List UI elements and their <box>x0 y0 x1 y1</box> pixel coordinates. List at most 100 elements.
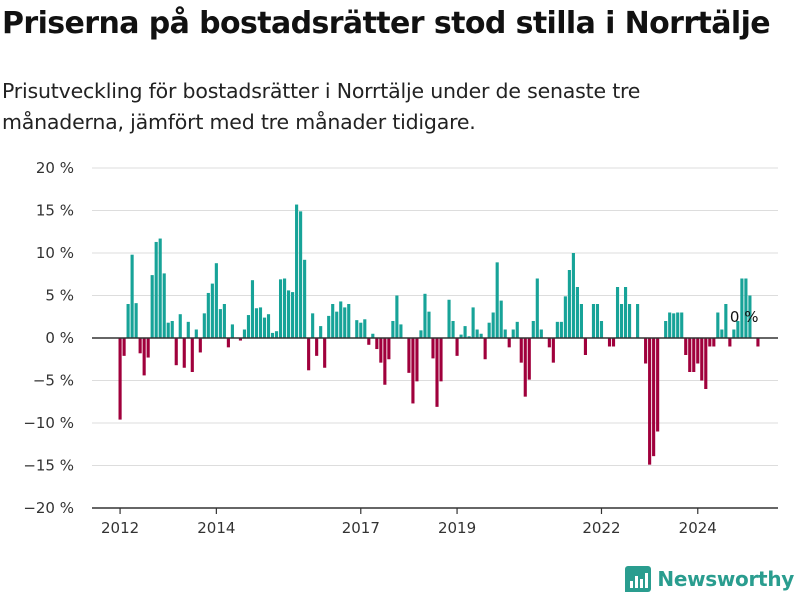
bar <box>491 312 495 338</box>
bar <box>383 338 387 385</box>
bar <box>226 338 230 348</box>
bar <box>599 321 604 338</box>
bar <box>628 304 632 338</box>
bar <box>459 334 463 338</box>
page-subtitle: Prisutveckling för bostadsrätter i Norrt… <box>2 79 641 134</box>
bar <box>684 338 688 355</box>
bar <box>371 333 375 338</box>
y-tick-label: −15 % <box>23 457 74 475</box>
bar <box>194 329 198 338</box>
y-tick-label: −20 % <box>23 499 74 517</box>
bar <box>467 336 471 338</box>
bar <box>704 338 708 389</box>
bar <box>672 313 676 338</box>
bar <box>535 278 539 338</box>
x-tick-label: 2024 <box>679 519 717 537</box>
y-tick-label: 5 % <box>45 287 74 305</box>
bar <box>182 338 186 368</box>
bar <box>407 338 411 373</box>
bar <box>732 329 736 338</box>
bar <box>547 338 551 348</box>
bar <box>744 278 748 338</box>
bar <box>118 338 122 420</box>
bar <box>583 338 587 355</box>
bar <box>511 329 515 338</box>
bar <box>696 338 700 364</box>
bar <box>311 313 315 338</box>
bar <box>162 273 166 338</box>
bar <box>463 326 467 338</box>
bar <box>427 311 431 338</box>
bar <box>692 338 696 372</box>
bar <box>644 338 648 364</box>
y-tick-label: −5 % <box>33 372 74 390</box>
bar <box>423 293 427 338</box>
bar <box>250 280 255 338</box>
bar <box>134 303 138 338</box>
bar <box>495 262 499 338</box>
y-tick-label: 20 % <box>36 159 74 177</box>
bar <box>339 301 343 338</box>
bar <box>756 338 760 347</box>
bar <box>579 304 583 338</box>
bar <box>387 338 391 360</box>
bar <box>652 338 656 457</box>
bar <box>736 321 740 338</box>
bar <box>451 321 455 338</box>
bar <box>615 287 620 338</box>
bar <box>126 304 130 338</box>
bar <box>150 275 154 338</box>
bar <box>146 338 150 358</box>
page-title: Priserna på bostadsrätter stod stilla i … <box>2 6 771 41</box>
bar <box>527 338 531 380</box>
x-tick-label: 2017 <box>342 519 380 537</box>
bar <box>138 338 142 354</box>
bar <box>519 338 523 363</box>
tick-labels: −20 % −15 % −10 % −5 % 0 % 5 % 10 % 15 % 20 % 201… <box>23 159 758 537</box>
bar <box>415 338 419 382</box>
bar <box>266 314 271 338</box>
bar <box>315 338 319 356</box>
bar <box>487 322 491 338</box>
bar <box>531 321 535 338</box>
y-tick-label: 0 % <box>45 329 74 347</box>
grid-lines <box>92 167 778 509</box>
bar <box>740 278 744 338</box>
bar <box>716 312 720 338</box>
newsworthy-bar-chart-icon <box>625 566 652 592</box>
bar <box>270 332 275 338</box>
bar <box>222 304 226 338</box>
bar <box>611 338 616 347</box>
bar <box>347 304 351 338</box>
y-tick-label: 15 % <box>36 202 74 220</box>
bar <box>254 308 259 338</box>
bar <box>391 321 395 338</box>
bar <box>262 317 267 338</box>
bar <box>291 292 295 338</box>
bar <box>575 287 579 338</box>
bar <box>523 338 527 397</box>
x-tick-label: 2019 <box>438 519 476 537</box>
bar <box>198 338 202 353</box>
bar <box>555 321 559 338</box>
bar <box>447 299 451 338</box>
bar <box>499 300 503 338</box>
bar <box>178 314 182 338</box>
bar <box>367 338 371 345</box>
bar <box>668 312 672 338</box>
bar <box>278 279 283 338</box>
bar <box>202 313 206 338</box>
bar <box>331 304 335 338</box>
bar <box>619 304 624 338</box>
bar <box>246 315 251 338</box>
bar <box>218 309 222 338</box>
bar <box>539 329 543 338</box>
bar <box>258 307 263 338</box>
bar <box>363 319 367 338</box>
bar <box>688 338 692 372</box>
bar <box>295 204 299 338</box>
newsworthy-logo: Newsworthy <box>625 566 794 592</box>
bar <box>319 326 323 338</box>
bar <box>607 338 612 347</box>
x-tick-label: 2014 <box>197 519 235 537</box>
